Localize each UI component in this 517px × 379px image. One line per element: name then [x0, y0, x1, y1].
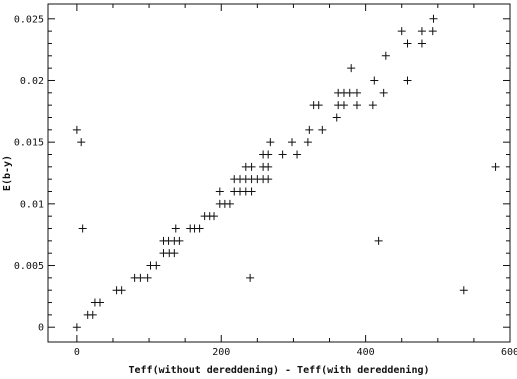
- y-tick-label: 0.02: [20, 76, 44, 87]
- data-point: [195, 224, 204, 233]
- data-point: [429, 14, 438, 23]
- data-point: [403, 39, 412, 48]
- data-point: [339, 101, 348, 110]
- data-point: [264, 175, 273, 184]
- data-point: [72, 323, 81, 332]
- data-point: [247, 162, 256, 171]
- data-point: [170, 249, 179, 258]
- data-point: [374, 236, 383, 245]
- data-point: [264, 162, 273, 171]
- data-point: [318, 125, 327, 134]
- data-point: [264, 150, 273, 159]
- plot-frame: [47, 3, 511, 343]
- data-point: [72, 125, 81, 134]
- data-point: [417, 39, 426, 48]
- x-tick-label: 400: [357, 347, 375, 358]
- data-point: [287, 138, 296, 147]
- data-point: [215, 187, 224, 196]
- data-point: [266, 138, 275, 147]
- data-point: [397, 27, 406, 36]
- data-point: [225, 199, 234, 208]
- data-point: [459, 286, 468, 295]
- data-point: [293, 150, 302, 159]
- data-point: [175, 236, 184, 245]
- data-point: [345, 88, 354, 97]
- data-point: [314, 101, 323, 110]
- y-tick-label: 0: [38, 323, 44, 334]
- data-points: [72, 14, 500, 332]
- data-point: [152, 261, 161, 270]
- data-point: [95, 298, 104, 307]
- data-point: [379, 88, 388, 97]
- data-point: [303, 138, 312, 147]
- data-point: [78, 224, 87, 233]
- data-point: [491, 162, 500, 171]
- data-point: [117, 286, 126, 295]
- data-point: [381, 51, 390, 60]
- y-axis-label: E(b-y): [2, 155, 13, 191]
- data-point: [88, 310, 97, 319]
- data-point: [428, 27, 437, 36]
- x-tick-label: 600: [501, 347, 517, 358]
- data-point: [77, 138, 86, 147]
- x-axis: 0 200 400 600: [74, 4, 517, 358]
- data-point: [171, 224, 180, 233]
- data-point: [403, 76, 412, 85]
- data-point: [143, 273, 152, 282]
- data-point: [278, 150, 287, 159]
- data-point: [210, 212, 219, 221]
- data-point: [352, 101, 361, 110]
- data-point: [370, 76, 379, 85]
- y-axis: 0 0.005 0.01 0.015 0.02 0.025: [14, 14, 510, 334]
- x-tick-label: 0: [74, 347, 80, 358]
- data-point: [246, 273, 255, 282]
- data-point: [417, 27, 426, 36]
- y-tick-label: 0.025: [14, 14, 44, 25]
- x-axis-label: Teff(without dereddening) - Teff(with de…: [128, 364, 429, 376]
- data-point: [368, 101, 377, 110]
- data-point: [352, 88, 361, 97]
- data-point: [247, 187, 256, 196]
- y-tick-label: 0.01: [20, 199, 44, 210]
- y-tick-label: 0.015: [14, 138, 44, 149]
- y-tick-label: 0.005: [14, 261, 44, 272]
- data-point: [347, 64, 356, 73]
- x-tick-label: 200: [212, 347, 230, 358]
- data-point: [332, 113, 341, 122]
- data-point: [136, 273, 145, 282]
- data-point: [305, 125, 314, 134]
